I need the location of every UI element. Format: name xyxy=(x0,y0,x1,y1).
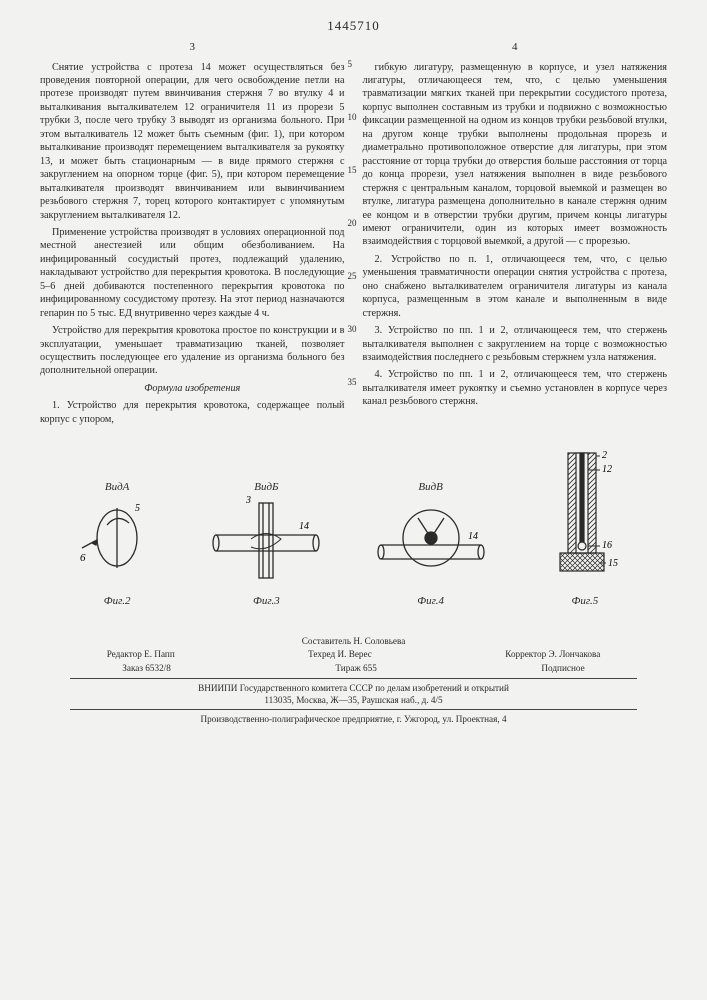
fig4-drawing: 14 xyxy=(376,493,486,588)
fig3-drawing: 3 14 xyxy=(211,493,321,588)
footer-tirazh: Тираж 655 xyxy=(335,662,376,674)
footer: Составитель Н. Соловьева Редактор Е. Пап… xyxy=(40,635,667,726)
left-p3: Устройство для перекрытия кровотока прос… xyxy=(40,324,345,378)
fig3-caption: Фиг.3 xyxy=(211,595,321,607)
footer-compiler: Составитель Н. Соловьева xyxy=(40,635,667,647)
ln: 20 xyxy=(348,219,357,228)
fig5-n2: 2 xyxy=(602,450,607,461)
fig2-n6: 6 xyxy=(80,552,86,564)
left-p1: Снятие устройства с протеза 14 может осу… xyxy=(40,61,345,222)
right-column: 4 гибкую лигатуру, размещенную в корпусе… xyxy=(363,40,668,430)
patent-number: 1445710 xyxy=(40,18,667,34)
fig5-caption: Фиг.5 xyxy=(540,595,630,607)
figure-2: ВидА 5 6 Фиг.2 xyxy=(77,481,157,607)
fig2-caption: Фиг.2 xyxy=(77,595,157,607)
ln: 25 xyxy=(348,272,357,281)
fig4-view: ВидВ xyxy=(376,481,486,493)
fig3-n3: 3 xyxy=(245,495,251,506)
figure-3: ВидБ 3 14 Фиг.3 xyxy=(211,481,321,607)
fig2-n5: 5 xyxy=(135,503,140,514)
fig5-n12: 12 xyxy=(602,464,612,475)
footer-addr1: 113035, Москва, Ж—35, Раушская наб., д. … xyxy=(40,694,667,706)
col-number-left: 3 xyxy=(40,40,345,55)
footer-row2: Заказ 6532/8 Тираж 655 Подписное xyxy=(40,662,667,674)
fig2-view: ВидА xyxy=(77,481,157,493)
fig4-caption: Фиг.4 xyxy=(376,595,486,607)
footer-corrector: Корректор Э. Лончакова xyxy=(505,648,600,660)
footer-order: Заказ 6532/8 xyxy=(122,662,171,674)
ln: 5 xyxy=(348,60,357,69)
ln: 35 xyxy=(348,378,357,387)
footer-divider-2 xyxy=(70,709,637,710)
ln: 15 xyxy=(348,166,357,175)
fig5-drawing: 2 12 16 15 xyxy=(540,448,630,588)
ln: 30 xyxy=(348,325,357,334)
figures-row: ВидА 5 6 Фиг.2 ВидБ xyxy=(40,448,667,607)
right-p1: гибкую лигатуру, размещенную в корпусе, … xyxy=(363,61,668,249)
ln: 10 xyxy=(348,113,357,122)
fig2-drawing: 5 6 xyxy=(77,493,157,588)
left-column: 3 Снятие устройства с протеза 14 может о… xyxy=(40,40,345,430)
figure-5: 2 12 16 15 Фиг.5 xyxy=(540,448,630,607)
right-p2: 2. Устройство по п. 1, отличающееся тем,… xyxy=(363,253,668,320)
left-p2: Применение устройства производят в услов… xyxy=(40,226,345,320)
footer-addr2: Производственно-полиграфическое предприя… xyxy=(40,713,667,725)
line-numbers-left: 5 10 15 20 25 30 35 xyxy=(348,60,357,431)
right-p3: 3. Устройство по пп. 1 и 2, отличающееся… xyxy=(363,324,668,364)
footer-divider-1 xyxy=(70,678,637,679)
patent-page: 1445710 3 Снятие устройства с протеза 14… xyxy=(0,0,707,1000)
fig5-n16: 16 xyxy=(602,540,612,551)
footer-org: ВНИИПИ Государственного комитета СССР по… xyxy=(40,682,667,694)
claim1-start: 1. Устройство для перекрытия кровотока, … xyxy=(40,399,345,426)
text-columns: 3 Снятие устройства с протеза 14 может о… xyxy=(40,40,667,430)
fig3-n14: 14 xyxy=(299,521,309,532)
fig3-view: ВидБ xyxy=(211,481,321,493)
footer-row1: Редактор Е. Папп Техред И. Верес Коррект… xyxy=(40,648,667,660)
fig4-n14: 14 xyxy=(468,531,478,542)
footer-editor: Редактор Е. Папп xyxy=(107,648,175,660)
formula-heading: Формула изобретения xyxy=(40,382,345,395)
figure-4: ВидВ 14 Фиг.4 xyxy=(376,481,486,607)
footer-podpisnoe: Подписное xyxy=(541,662,584,674)
right-p4: 4. Устройство по пп. 1 и 2, отличающееся… xyxy=(363,368,668,408)
col-number-right: 4 xyxy=(363,40,668,55)
footer-tehred: Техред И. Верес xyxy=(308,648,372,660)
fig5-n15: 15 xyxy=(608,558,618,569)
